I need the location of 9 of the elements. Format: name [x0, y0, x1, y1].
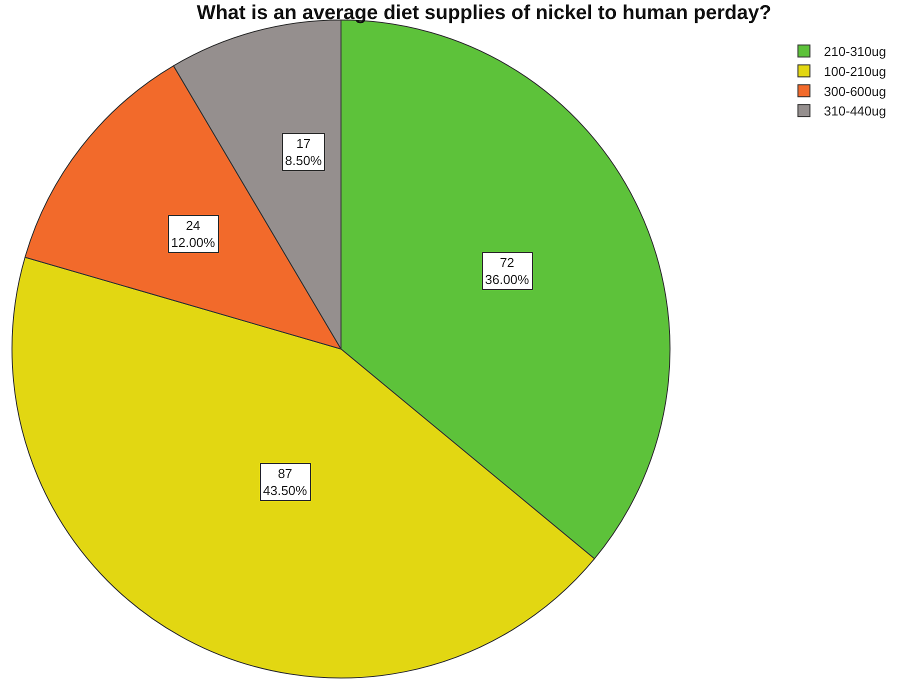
data-label: 17 8.50%	[285, 136, 322, 168]
data-label: 72 36.00%	[485, 255, 530, 287]
legend-label: 310-440ug	[824, 104, 886, 119]
data-label: 87 43.50%	[263, 466, 308, 498]
chart-title: What is an average diet supplies of nickel to human perday?	[196, 2, 772, 24]
legend-label: 300-600ug	[824, 84, 886, 99]
legend-label: 210-310ug	[824, 44, 886, 60]
data-label: 24 12.00%	[171, 218, 216, 250]
legend-label: 100-210ug	[824, 64, 886, 79]
